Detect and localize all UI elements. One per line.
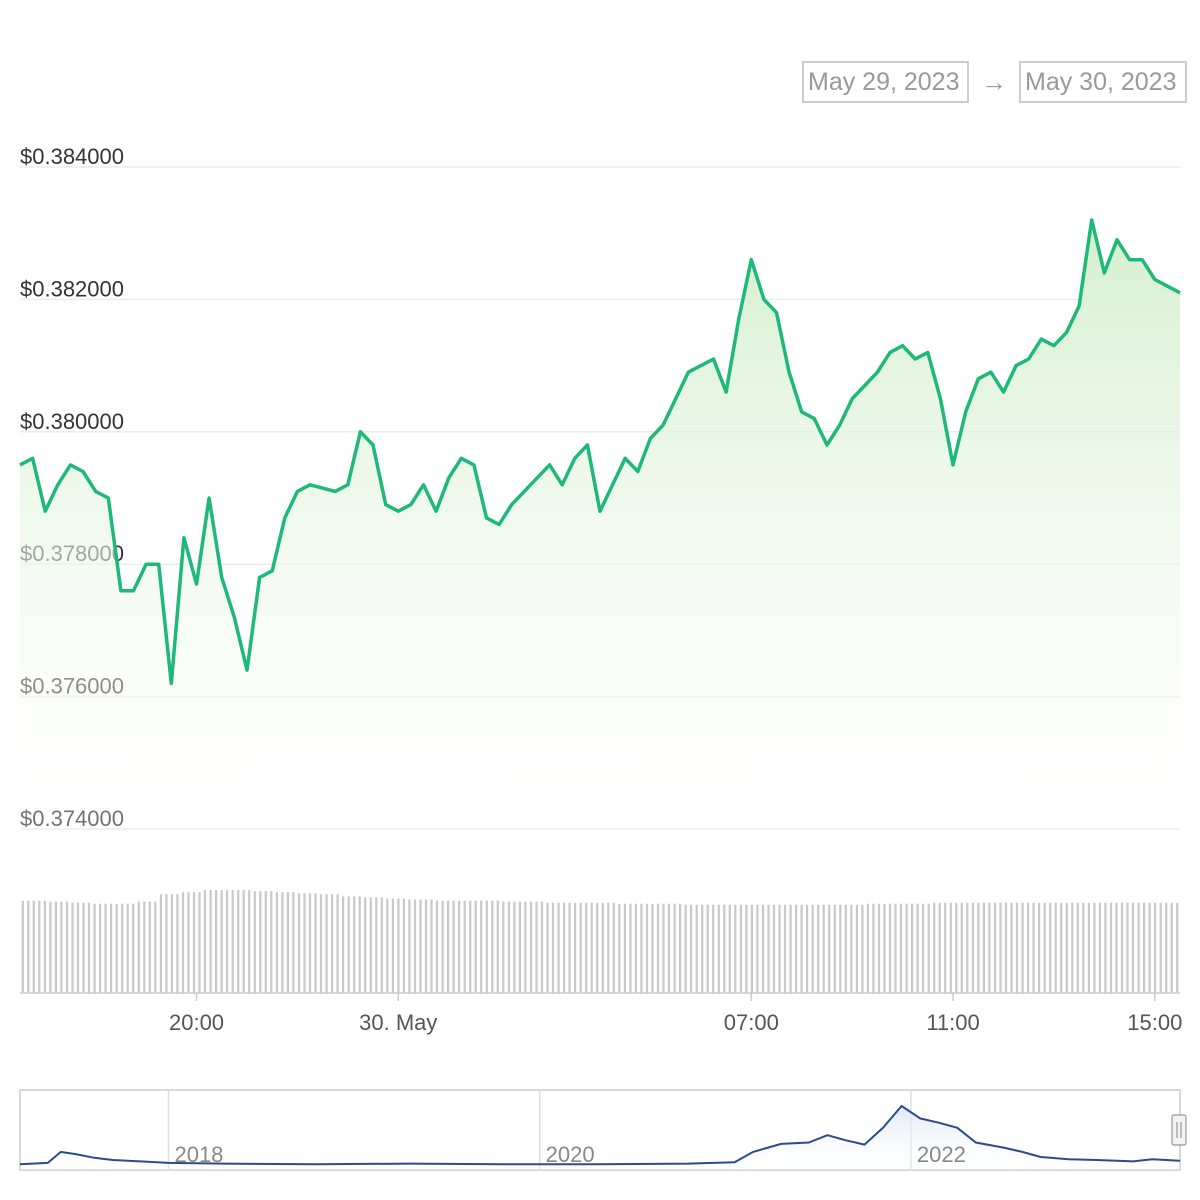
x-tick-label: 11:00 <box>926 1010 979 1035</box>
date-range-selector: May 29, 2023 → May 30, 2023 <box>802 61 1187 103</box>
y-tick-label: $0.384000 <box>20 144 124 169</box>
y-tick-label: $0.380000 <box>20 409 124 434</box>
volume-bars <box>21 890 1179 993</box>
date-from-input[interactable]: May 29, 2023 <box>802 61 969 103</box>
x-tick-label: 20:00 <box>169 1010 224 1035</box>
x-tick-label: 30. May <box>359 1010 437 1035</box>
navigator-line <box>19 1104 1181 1166</box>
navigator-year-label: 2018 <box>174 1142 223 1167</box>
navigator-year-label: 2022 <box>917 1142 966 1167</box>
navigator-year-label: 2020 <box>546 1142 595 1167</box>
x-axis: 20:00 30. May 07:00 11:00 15:00 <box>169 993 1182 1035</box>
navigator-area <box>20 1106 1180 1170</box>
date-to-input[interactable]: May 30, 2023 <box>1019 61 1187 103</box>
price-area <box>20 220 1180 829</box>
x-tick-label: 07:00 <box>724 1010 779 1035</box>
x-tick-label: 15:00 <box>1127 1010 1182 1035</box>
navigator[interactable]: 2018 2020 2022 <box>19 1089 1187 1171</box>
navigator-labels: 2018 2020 2022 <box>174 1142 965 1167</box>
navigator-handle[interactable] <box>1171 1114 1187 1146</box>
navigator-handle-grip[interactable] <box>1171 1114 1187 1146</box>
y-tick-label: $0.382000 <box>20 276 124 301</box>
range-arrow-icon: → <box>981 66 1007 97</box>
price-line[interactable] <box>19 218 1181 686</box>
